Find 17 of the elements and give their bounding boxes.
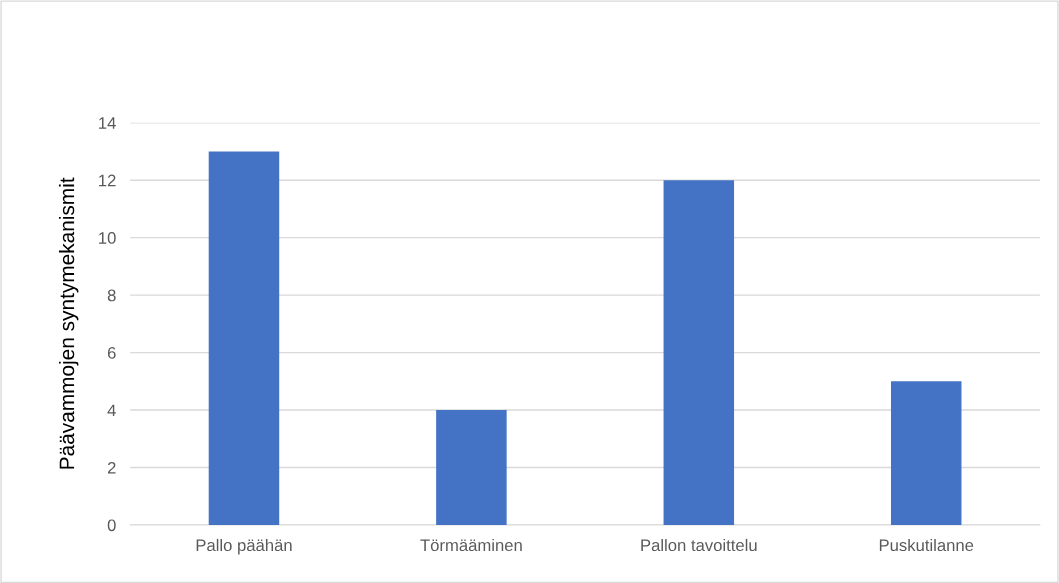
y-tick-label: 0: [107, 519, 116, 532]
y-axis-title: Päävammojen syntymekanismit: [58, 177, 79, 469]
y-tick-label: 8: [107, 289, 116, 302]
bar: [208, 151, 280, 525]
bar: [436, 410, 507, 525]
bar: [890, 381, 962, 525]
y-tick-label: 14: [99, 117, 116, 129]
y-tick-label: 6: [107, 346, 116, 359]
x-tick-label: Pallo päähän: [196, 538, 292, 555]
bar: [663, 180, 735, 525]
x-tick-label: Puskutilanne: [879, 538, 974, 552]
y-tick-label: 2: [107, 461, 116, 474]
x-tick-label: Pallon tavoittelu: [641, 538, 757, 552]
y-tick-label: 12: [99, 174, 116, 187]
x-tick-label: Törmääminen: [420, 538, 522, 552]
y-tick-label: 10: [99, 232, 116, 244]
y-tick-label: 4: [107, 404, 116, 417]
